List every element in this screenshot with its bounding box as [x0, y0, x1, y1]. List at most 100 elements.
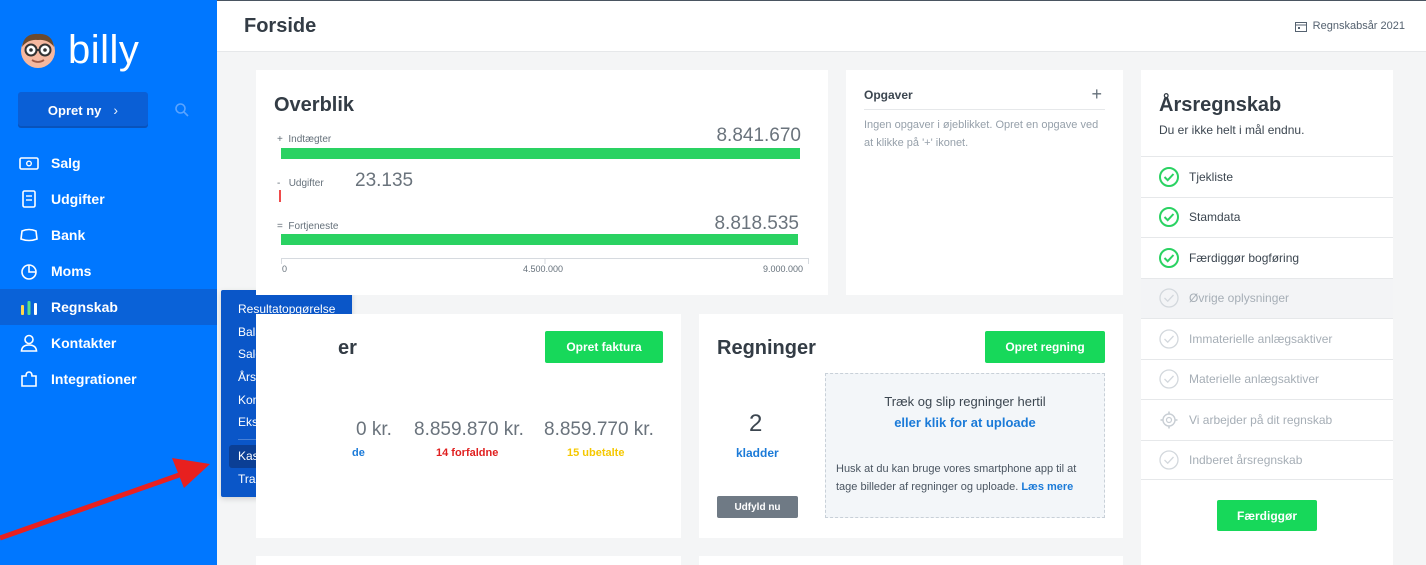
- drafts-count: 2: [749, 410, 763, 437]
- income-label: + Indtægter: [277, 134, 332, 145]
- sidebar-nav: Salg Udgifter Bank Moms Regnskab: [0, 145, 217, 397]
- read-more-link[interactable]: Læs mere: [1021, 481, 1074, 493]
- annual-step-row: Immaterielle anlægsaktiver: [1141, 318, 1393, 359]
- invoices-card: er Opret faktura 0 kr. de 8.859.870 kr. …: [256, 314, 681, 538]
- check-circle-icon: [1159, 450, 1179, 470]
- annual-subtitle: Du er ikke helt i mål endnu.: [1159, 123, 1305, 137]
- finish-button[interactable]: Færdiggør: [1217, 500, 1317, 531]
- annual-step-row[interactable]: Færdiggør bogføring: [1141, 237, 1393, 278]
- brand-name: billy: [68, 28, 140, 72]
- profit-value: 8.818.535: [714, 213, 799, 234]
- sales-icon: [19, 153, 39, 173]
- bill-dropzone[interactable]: Træk og slip regninger hertil eller klik…: [825, 373, 1105, 518]
- chevron-right-icon: ›: [113, 102, 119, 118]
- add-task-icon[interactable]: +: [1091, 84, 1102, 104]
- annotation-arrow-icon: [0, 458, 210, 541]
- sidebar-item-label: Udgifter: [51, 191, 105, 207]
- income-value: 8.841.670: [716, 125, 801, 146]
- dropzone-hint: Husk at du kan bruge vores smartphone ap…: [836, 463, 1077, 493]
- annual-step-label: Stamdata: [1189, 210, 1241, 225]
- top-bar: Forside Regnskabsår 2021: [217, 0, 1426, 52]
- annual-step-label: Færdiggør bogføring: [1189, 250, 1300, 265]
- expense-bar: [279, 190, 281, 202]
- sidebar-item-label: Integrationer: [51, 371, 137, 387]
- tasks-header: Opgaver +: [864, 84, 1105, 110]
- overview-title: Overblik: [274, 94, 355, 116]
- annual-report-card: Årsregnskab Du er ikke helt i mål endnu.…: [1141, 70, 1393, 565]
- tasks-empty-text: Ingen opgaver i øjeblikket. Opret en opg…: [864, 119, 1099, 149]
- invoice-amount: 0 kr.: [356, 419, 392, 440]
- tasks-card: Opgaver + Ingen opgaver i øjeblikket. Op…: [846, 70, 1123, 295]
- sidebar-item-moms[interactable]: Moms: [0, 253, 217, 289]
- annual-step-row: Øvrige oplysninger: [1141, 277, 1393, 318]
- invoices-title: er: [338, 337, 357, 359]
- fiscal-year-selector[interactable]: Regnskabsår 2021: [1294, 20, 1405, 32]
- sidebar-item-udgifter[interactable]: Udgifter: [0, 181, 217, 217]
- check-circle-icon: [1159, 329, 1179, 349]
- profit-label: = Fortjeneste: [277, 221, 339, 232]
- receipt-icon: [19, 189, 39, 209]
- unpaid-count[interactable]: 15 ubetalte: [567, 447, 625, 459]
- logo[interactable]: billy: [18, 28, 139, 72]
- gear-icon: [1160, 411, 1178, 429]
- sidebar-item-label: Salg: [51, 155, 81, 171]
- check-circle-icon: [1159, 369, 1179, 389]
- bank-icon: [19, 225, 39, 245]
- sidebar: billy Opret ny › Salg Udgifter Bank: [0, 0, 217, 565]
- axis-tick: 4.500.000: [523, 264, 564, 274]
- dropzone-title: Træk og slip regninger hertil: [884, 394, 1046, 409]
- annual-title: Årsregnskab: [1159, 94, 1282, 116]
- income-bar: [281, 148, 800, 159]
- sidebar-item-label: Bank: [51, 227, 86, 243]
- overdue-count[interactable]: 14 forfaldne: [436, 447, 499, 459]
- expense-label: - Udgifter: [277, 178, 324, 189]
- sidebar-item-salg[interactable]: Salg: [0, 145, 217, 181]
- annual-step-label: Indberet årsregnskab: [1189, 452, 1303, 467]
- check-circle-icon: [1159, 247, 1179, 268]
- check-circle-icon: [1159, 207, 1179, 228]
- create-new-button[interactable]: Opret ny ›: [18, 92, 148, 128]
- create-bill-button[interactable]: Opret regning: [985, 331, 1105, 363]
- annual-step-row[interactable]: Tjekliste: [1141, 156, 1393, 197]
- sidebar-item-label: Regnskab: [51, 299, 118, 315]
- page-title: Forside: [244, 15, 317, 37]
- overdue-amount: 8.859.870 kr.: [414, 419, 524, 440]
- unpaid-amount: 8.859.770 kr.: [544, 419, 654, 440]
- annual-step-row[interactable]: Stamdata: [1141, 196, 1393, 238]
- bottom-card: [256, 556, 681, 565]
- sidebar-item-kontakter[interactable]: Kontakter: [0, 325, 217, 361]
- billy-face-icon: [21, 33, 55, 68]
- sidebar-item-bank[interactable]: Bank: [0, 217, 217, 253]
- sidebar-item-integrationer[interactable]: Integrationer: [0, 361, 217, 397]
- annual-step-label: Øvrige oplysninger: [1189, 291, 1290, 306]
- annual-step-label: Tjekliste: [1189, 169, 1234, 184]
- tasks-title: Opgaver: [864, 88, 913, 102]
- annual-step-row: Materielle anlægsaktiver: [1141, 358, 1393, 400]
- drafts-link[interactable]: kladder: [736, 446, 779, 460]
- annual-step-row: Vi arbejder på dit regnskab: [1141, 399, 1393, 440]
- bottom-card: [699, 556, 1123, 565]
- profit-bar: [281, 234, 798, 245]
- puzzle-icon: [19, 369, 39, 389]
- annual-step-label: Immaterielle anlægsaktiver: [1189, 331, 1333, 346]
- fill-now-button[interactable]: Udfyld nu: [717, 496, 798, 518]
- pie-chart-icon: [19, 261, 39, 281]
- fiscal-year-label: Regnskabsår 2021: [1312, 20, 1405, 32]
- upload-link[interactable]: eller klik for at uploade: [894, 415, 1036, 430]
- person-icon: [19, 333, 39, 353]
- submenu-item-resultatopgoerelse[interactable]: Resultatopgørelse: [238, 302, 336, 316]
- calendar-icon: [1294, 21, 1307, 32]
- bills-card: Regninger Opret regning 2 kladder Udfyld…: [699, 314, 1123, 538]
- axis-tick: 9.000.000: [763, 264, 804, 274]
- expense-value: 23.135: [355, 170, 414, 191]
- check-circle-icon: [1159, 288, 1179, 308]
- sidebar-item-regnskab[interactable]: Regnskab: [0, 289, 217, 325]
- search-icon[interactable]: [174, 102, 190, 118]
- sidebar-item-label: Kontakter: [51, 335, 117, 351]
- bar-chart-icon: [19, 297, 39, 317]
- invoice-amount-sub[interactable]: de: [352, 447, 365, 459]
- annual-step-row: Indberet årsregnskab: [1141, 439, 1393, 480]
- create-invoice-button[interactable]: Opret faktura: [545, 331, 663, 363]
- sidebar-item-label: Moms: [51, 263, 92, 279]
- overview-card: Overblik + Indtægter 8.841.670 - Udgifte…: [256, 70, 828, 295]
